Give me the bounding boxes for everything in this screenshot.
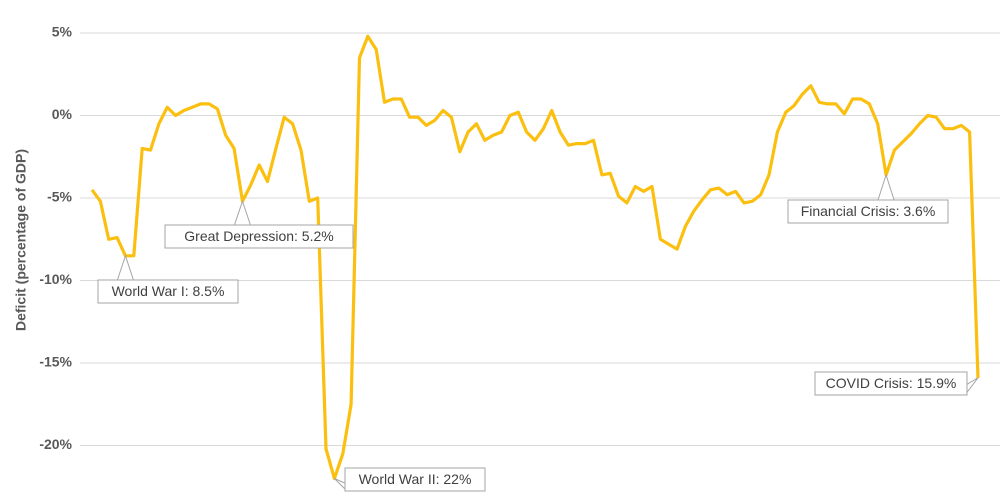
y-tick-label: -20% (39, 436, 72, 452)
annotation-text: World War I: 8.5% (112, 283, 225, 299)
y-axis-label: Deficit (percentage of GDP) (13, 149, 29, 331)
callout-pointer (116, 254, 135, 281)
callout-pointer (877, 173, 895, 201)
annotation-text: World War II: 22% (359, 471, 472, 487)
y-tick-label: 5% (52, 24, 73, 40)
annotation-text: COVID Crisis: 15.9% (826, 375, 957, 391)
callout-pointer (233, 199, 252, 226)
annotation-box (344, 467, 486, 492)
y-tick-label: 0% (52, 106, 73, 122)
annotation-box (787, 199, 949, 224)
annotation-text: Financial Crisis: 3.6% (801, 203, 936, 219)
data-line (90, 34, 980, 481)
annotation-box (814, 371, 968, 396)
y-tick-label: -15% (39, 354, 72, 370)
y-tick-label: -5% (47, 189, 72, 205)
annotation-box (97, 279, 239, 304)
annotation-box (164, 224, 354, 249)
y-tick-label: -10% (39, 271, 72, 287)
annotation-text: Great Depression: 5.2% (184, 228, 333, 244)
